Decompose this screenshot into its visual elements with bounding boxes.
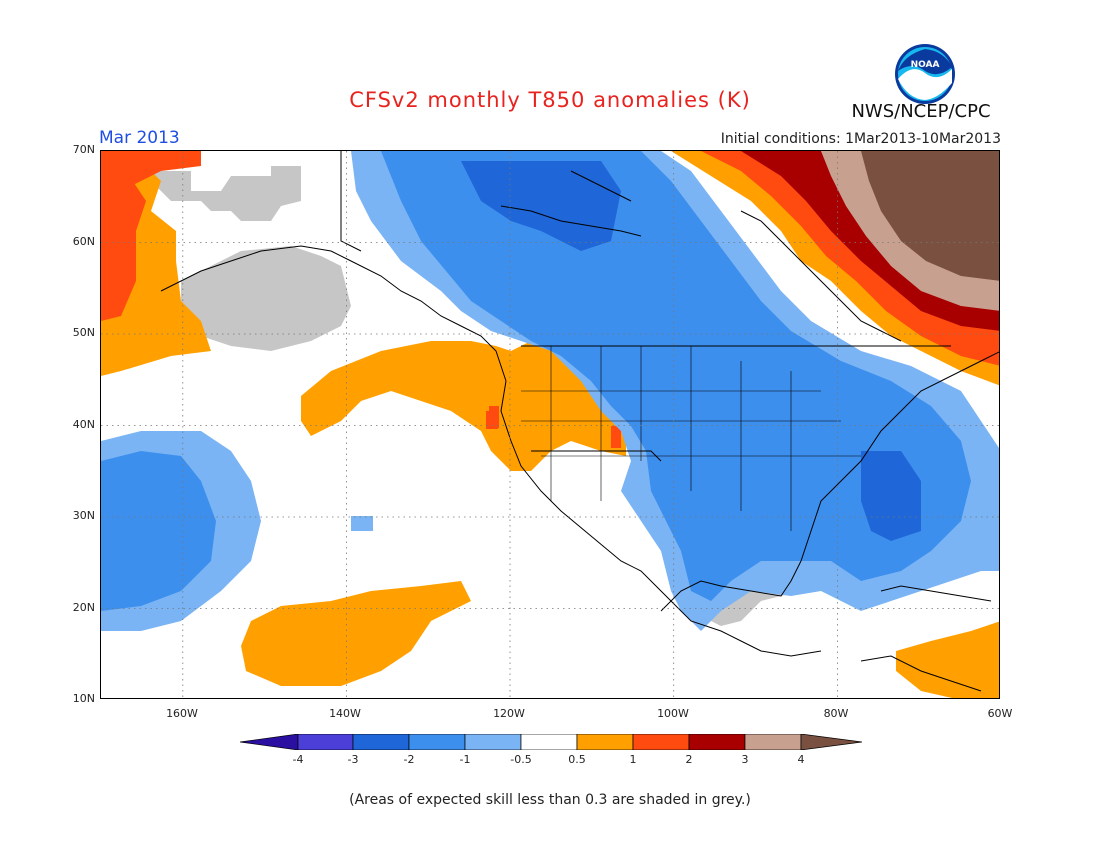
initial-conditions-label: Initial conditions: 1Mar2013-10Mar2013 xyxy=(720,131,1001,147)
lat-label-60n: 60N xyxy=(72,235,95,248)
colorbar-label: -0.5 xyxy=(510,753,532,766)
lat-label-40n: 40N xyxy=(72,418,95,431)
colorbar-label: -4 xyxy=(292,753,304,766)
colorbar-seg-0 xyxy=(240,734,299,750)
strong-warm-regions xyxy=(101,151,999,448)
colorbar-seg-1 xyxy=(297,734,354,750)
colorbar xyxy=(240,734,862,750)
lon-label-80w: 80W xyxy=(823,707,849,720)
colorbar-seg-9 xyxy=(744,734,802,750)
colorbar-label: -2 xyxy=(403,753,415,766)
colorbar-seg-3 xyxy=(408,734,466,750)
state-borders xyxy=(521,346,861,531)
colorbar-seg-4 xyxy=(464,734,522,750)
lat-label-20n: 20N xyxy=(72,601,95,614)
month-label: Mar 2013 xyxy=(99,128,180,148)
anomaly-map xyxy=(100,150,1000,699)
colorbar-seg-10 xyxy=(800,734,862,750)
lon-label-120w: 120W xyxy=(493,707,525,720)
lon-label-100w: 100W xyxy=(657,707,689,720)
graticule xyxy=(101,151,999,698)
lat-label-70n: 70N xyxy=(72,143,95,156)
colorbar-label: 1 xyxy=(629,753,637,766)
colorbar-label: 3 xyxy=(741,753,749,766)
lat-label-30n: 30N xyxy=(72,509,95,522)
lat-label-50n: 50N xyxy=(72,326,95,339)
lon-label-140w: 140W xyxy=(329,707,361,720)
colorbar-label: 2 xyxy=(685,753,693,766)
colorbar-label: -1 xyxy=(459,753,471,766)
agency-label: NWS/NCEP/CPC xyxy=(851,101,991,122)
colorbar-seg-6 xyxy=(576,734,634,750)
colorbar-seg-2 xyxy=(352,734,410,750)
colorbar-seg-7 xyxy=(632,734,690,750)
colorbar-label: 4 xyxy=(797,753,805,766)
lon-label-60w: 60W xyxy=(987,707,1013,720)
coastlines xyxy=(160,151,999,692)
lat-label-10n: 10N xyxy=(72,692,95,705)
skill-note: (Areas of expected skill less than 0.3 a… xyxy=(349,792,751,808)
colorbar-label: 0.5 xyxy=(568,753,586,766)
noaa-logo-text: NOAA xyxy=(911,60,940,70)
noaa-logo-icon: NOAA xyxy=(895,44,955,104)
map-title: CFSv2 monthly T850 anomalies (K) xyxy=(349,88,751,112)
lon-label-160w: 160W xyxy=(166,707,198,720)
colorbar-label: -3 xyxy=(347,753,359,766)
colorbar-seg-5 xyxy=(520,734,578,750)
anomaly-map-svg xyxy=(101,151,999,698)
colorbar-seg-8 xyxy=(688,734,746,750)
